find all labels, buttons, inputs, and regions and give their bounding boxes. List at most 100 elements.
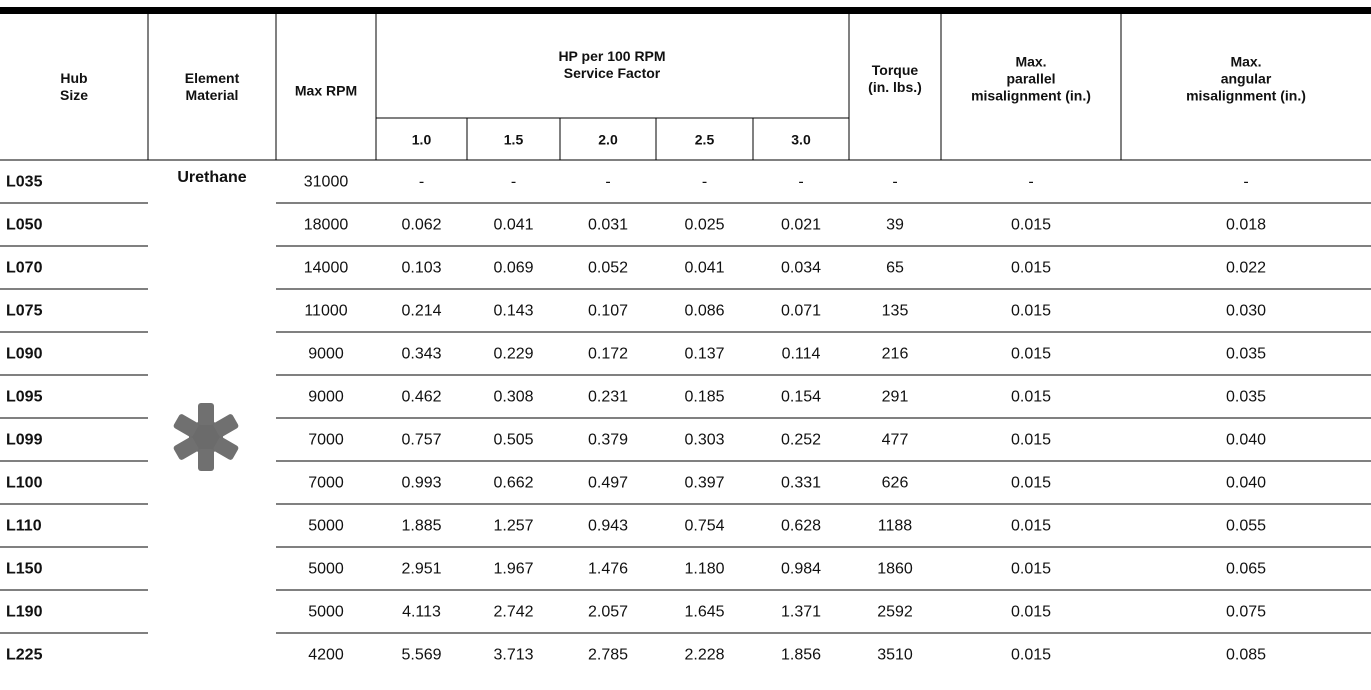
cell: 0.628 bbox=[781, 518, 821, 535]
hub-size: L099 bbox=[6, 432, 43, 449]
header-max-rpm: Max RPM bbox=[295, 83, 357, 99]
cell: 0.040 bbox=[1226, 475, 1266, 492]
cell: 0.035 bbox=[1226, 389, 1266, 406]
header-torque: (in. lbs.) bbox=[868, 79, 922, 95]
header-hp: HP per 100 RPM bbox=[558, 48, 665, 64]
cell: 5.569 bbox=[401, 647, 441, 664]
cell: 2.742 bbox=[493, 604, 533, 621]
hub-size: L100 bbox=[6, 475, 43, 492]
cell: 5000 bbox=[308, 604, 344, 621]
cell: 0.397 bbox=[684, 475, 724, 492]
cell: - bbox=[892, 174, 897, 191]
cell: 0.331 bbox=[781, 475, 821, 492]
cell: 0.015 bbox=[1011, 475, 1051, 492]
cell: 0.035 bbox=[1226, 346, 1266, 363]
hub-size: L225 bbox=[6, 647, 43, 664]
cell: 0.497 bbox=[588, 475, 628, 492]
cell: 0.015 bbox=[1011, 346, 1051, 363]
cell: 0.103 bbox=[401, 260, 441, 277]
cell: 0.015 bbox=[1011, 389, 1051, 406]
cell: - bbox=[798, 174, 803, 191]
cell: 0.754 bbox=[684, 518, 724, 535]
cell: 0.041 bbox=[684, 260, 724, 277]
hub-size: L150 bbox=[6, 561, 43, 578]
cell: 2.057 bbox=[588, 604, 628, 621]
cell: 39 bbox=[886, 217, 904, 234]
cell: 0.015 bbox=[1011, 432, 1051, 449]
cell: 4200 bbox=[308, 647, 344, 664]
cell: 18000 bbox=[304, 217, 349, 234]
cell: 1.885 bbox=[401, 518, 441, 535]
header-element: Material bbox=[186, 87, 239, 103]
cell: 1860 bbox=[877, 561, 913, 578]
header-factor: 1.5 bbox=[504, 132, 524, 148]
cell: 0.379 bbox=[588, 432, 628, 449]
cell: 0.034 bbox=[781, 260, 821, 277]
cell: 5000 bbox=[308, 561, 344, 578]
cell: 0.015 bbox=[1011, 260, 1051, 277]
cell: 1.476 bbox=[588, 561, 628, 578]
cell: 477 bbox=[882, 432, 909, 449]
cell: 1.645 bbox=[684, 604, 724, 621]
header-hub: Hub bbox=[60, 70, 87, 86]
cell: 0.185 bbox=[684, 389, 724, 406]
cell: 0.040 bbox=[1226, 432, 1266, 449]
cell: 3510 bbox=[877, 647, 913, 664]
cell: 216 bbox=[882, 346, 909, 363]
cell: 0.462 bbox=[401, 389, 441, 406]
header-angular: angular bbox=[1221, 71, 1272, 87]
header-torque: Torque bbox=[872, 62, 919, 78]
cell: 2.785 bbox=[588, 647, 628, 664]
cell: 0.343 bbox=[401, 346, 441, 363]
cell: 0.662 bbox=[493, 475, 533, 492]
cell: 0.052 bbox=[588, 260, 628, 277]
cell: 0.015 bbox=[1011, 561, 1051, 578]
cell: 1.856 bbox=[781, 647, 821, 664]
hub-size: L070 bbox=[6, 260, 43, 277]
cell: 0.021 bbox=[781, 217, 821, 234]
element-material: Urethane bbox=[177, 169, 246, 186]
cell: 0.107 bbox=[588, 303, 628, 320]
top-rule bbox=[0, 7, 1371, 14]
cell: 9000 bbox=[308, 389, 344, 406]
coupling-icon bbox=[173, 403, 239, 471]
hub-size: L075 bbox=[6, 303, 43, 320]
cell: 0.022 bbox=[1226, 260, 1266, 277]
cell: 626 bbox=[882, 475, 909, 492]
hub-size: L035 bbox=[6, 174, 43, 191]
cell: 0.030 bbox=[1226, 303, 1266, 320]
cell: 0.086 bbox=[684, 303, 724, 320]
cell: 0.015 bbox=[1011, 518, 1051, 535]
cell: - bbox=[702, 174, 707, 191]
cell: 4.113 bbox=[402, 604, 441, 621]
cell: 0.071 bbox=[781, 303, 821, 320]
cell: 65 bbox=[886, 260, 904, 277]
header-hp: Service Factor bbox=[564, 65, 661, 81]
cell: - bbox=[1028, 174, 1033, 191]
header-factor: 2.5 bbox=[695, 132, 715, 148]
cell: 5000 bbox=[308, 518, 344, 535]
header-parallel: Max. bbox=[1015, 54, 1046, 70]
cell: 0.231 bbox=[588, 389, 628, 406]
header-element: Element bbox=[185, 70, 240, 86]
hub-size: L190 bbox=[6, 604, 43, 621]
hub-size: L090 bbox=[6, 346, 43, 363]
cell: 31000 bbox=[304, 174, 349, 191]
cell: 0.114 bbox=[782, 346, 821, 363]
cell: 0.984 bbox=[781, 561, 821, 578]
cell: 0.172 bbox=[588, 346, 628, 363]
cell: 7000 bbox=[308, 475, 344, 492]
cell: 0.015 bbox=[1011, 647, 1051, 664]
cell: 1.180 bbox=[684, 561, 724, 578]
cell: 1.257 bbox=[493, 518, 533, 535]
cell: 0.229 bbox=[493, 346, 533, 363]
cell: 0.031 bbox=[588, 217, 628, 234]
cell: 1188 bbox=[878, 518, 913, 535]
header-factor: 3.0 bbox=[791, 132, 811, 148]
header-angular: Max. bbox=[1230, 54, 1261, 70]
cell: 0.943 bbox=[588, 518, 628, 535]
header-factor: 1.0 bbox=[412, 132, 432, 148]
cell: 0.041 bbox=[493, 217, 533, 234]
